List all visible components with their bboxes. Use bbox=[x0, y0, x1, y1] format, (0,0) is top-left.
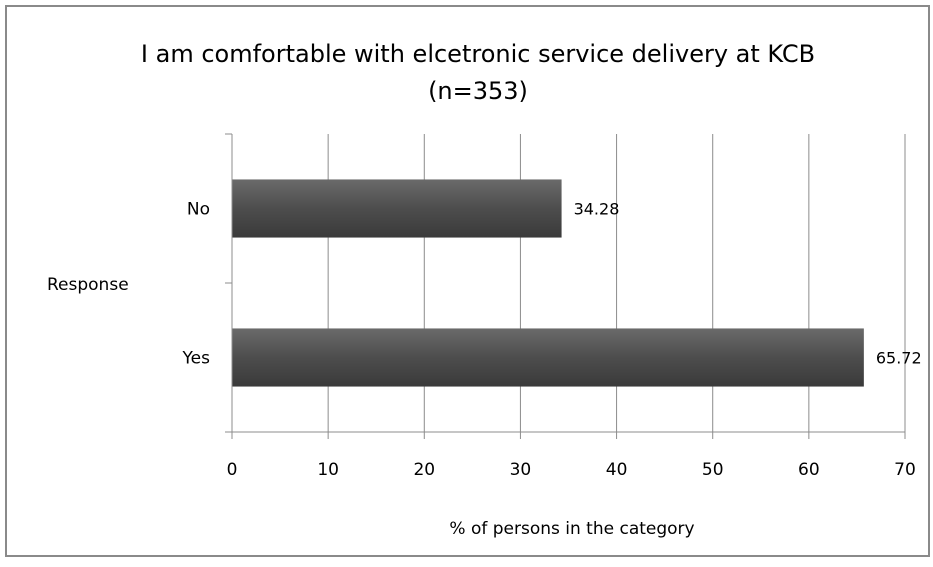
bar-yes bbox=[232, 328, 864, 387]
x-tick-label: 40 bbox=[606, 460, 628, 480]
bar-series bbox=[232, 179, 864, 387]
x-tick-label: 20 bbox=[413, 460, 435, 480]
x-axis-title: % of persons in the category bbox=[449, 519, 694, 539]
axes: 0 10 20 30 40 50 60 70 No Yes bbox=[182, 133, 916, 480]
chart-title: I am comfortable with elcetronic service… bbox=[141, 40, 815, 68]
x-tick-label: 70 bbox=[894, 460, 916, 480]
data-label: 34.28 bbox=[574, 200, 620, 219]
x-tick-label: 60 bbox=[798, 460, 820, 480]
data-labels: 34.28 65.72 bbox=[574, 200, 922, 368]
x-tick-label: 50 bbox=[702, 460, 724, 480]
bar-chart: I am comfortable with elcetronic service… bbox=[47, 40, 922, 539]
data-label: 65.72 bbox=[876, 349, 922, 368]
x-tick-label: 10 bbox=[317, 460, 339, 480]
y-tick-label: Yes bbox=[182, 349, 211, 369]
y-axis-title: Response bbox=[47, 275, 129, 295]
x-tick-label: 30 bbox=[510, 460, 532, 480]
x-tick-label: 0 bbox=[227, 460, 238, 480]
y-tick-label: No bbox=[187, 200, 210, 220]
gridlines bbox=[327, 134, 906, 432]
bar-no bbox=[232, 179, 562, 238]
chart-subtitle: (n=353) bbox=[428, 77, 528, 105]
chart-frame: I am comfortable with elcetronic service… bbox=[5, 5, 930, 557]
